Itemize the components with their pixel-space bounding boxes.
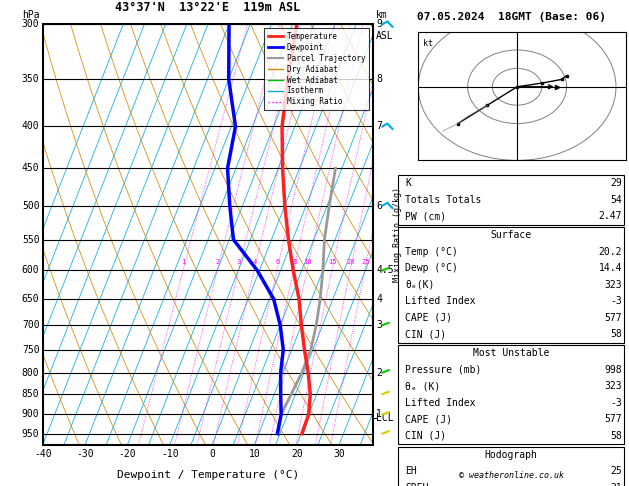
Text: CAPE (J): CAPE (J) (405, 415, 452, 424)
Text: -20: -20 (119, 449, 136, 459)
Text: 14.4: 14.4 (598, 263, 622, 273)
Legend: Temperature, Dewpoint, Parcel Trajectory, Dry Adiabat, Wet Adiabat, Isotherm, Mi: Temperature, Dewpoint, Parcel Trajectory… (264, 28, 369, 110)
Text: 8: 8 (376, 74, 382, 84)
Text: 577: 577 (604, 313, 622, 323)
Text: 6: 6 (376, 201, 382, 211)
Text: 43°37'N  13°22'E  119m ASL: 43°37'N 13°22'E 119m ASL (115, 1, 301, 14)
Text: 1: 1 (376, 409, 382, 419)
Text: 577: 577 (604, 415, 622, 424)
Text: Pressure (mb): Pressure (mb) (405, 365, 481, 375)
Text: Dewpoint / Temperature (°C): Dewpoint / Temperature (°C) (117, 470, 299, 480)
Text: 600: 600 (22, 265, 40, 276)
Text: kt: kt (423, 39, 433, 48)
Text: Temp (°C): Temp (°C) (405, 247, 458, 257)
Text: 20: 20 (291, 449, 303, 459)
Text: 9: 9 (376, 19, 382, 29)
Text: 29: 29 (610, 178, 622, 188)
Text: 58: 58 (610, 330, 622, 339)
Text: 800: 800 (22, 367, 40, 378)
Text: CIN (J): CIN (J) (405, 431, 446, 441)
Text: Dewp (°C): Dewp (°C) (405, 263, 458, 273)
Text: Totals Totals: Totals Totals (405, 195, 481, 205)
Text: 2: 2 (216, 260, 220, 265)
Text: 550: 550 (22, 235, 40, 244)
Text: 2: 2 (376, 367, 382, 378)
Text: 10: 10 (303, 260, 312, 265)
Text: 54: 54 (610, 195, 622, 205)
Text: -3: -3 (610, 398, 622, 408)
Text: 20: 20 (347, 260, 355, 265)
Text: Lifted Index: Lifted Index (405, 398, 476, 408)
Text: © weatheronline.co.uk: © weatheronline.co.uk (459, 471, 564, 480)
Text: -40: -40 (34, 449, 52, 459)
Text: 650: 650 (22, 294, 40, 304)
Text: 998: 998 (604, 365, 622, 375)
Text: 4.5: 4.5 (376, 265, 394, 276)
Text: LCL: LCL (376, 414, 394, 423)
Text: 350: 350 (22, 74, 40, 84)
Text: 10: 10 (248, 449, 260, 459)
Text: 700: 700 (22, 320, 40, 330)
Text: 450: 450 (22, 163, 40, 174)
Text: 300: 300 (22, 19, 40, 29)
Text: 323: 323 (604, 280, 622, 290)
Text: 25: 25 (610, 467, 622, 476)
Text: Surface: Surface (491, 230, 532, 240)
Text: 07.05.2024  18GMT (Base: 06): 07.05.2024 18GMT (Base: 06) (416, 12, 606, 22)
Text: 850: 850 (22, 389, 40, 399)
Text: ASL: ASL (376, 31, 394, 41)
Text: -30: -30 (76, 449, 94, 459)
Text: 58: 58 (610, 431, 622, 441)
Text: 1: 1 (182, 260, 186, 265)
Text: K: K (405, 178, 411, 188)
Text: hPa: hPa (22, 10, 40, 20)
Text: 7: 7 (376, 122, 382, 132)
Text: -3: -3 (610, 296, 622, 306)
Text: 950: 950 (22, 429, 40, 439)
Text: km: km (376, 10, 388, 20)
Text: CAPE (J): CAPE (J) (405, 313, 452, 323)
Text: Hodograph: Hodograph (484, 450, 538, 460)
Text: Mixing Ratio (g/kg): Mixing Ratio (g/kg) (392, 187, 402, 282)
Text: 20.2: 20.2 (598, 247, 622, 257)
Text: 750: 750 (22, 345, 40, 355)
Text: 3: 3 (376, 320, 382, 330)
Text: PW (cm): PW (cm) (405, 211, 446, 221)
Text: 15: 15 (328, 260, 337, 265)
Text: θₑ (K): θₑ (K) (405, 382, 440, 391)
Text: 4: 4 (253, 260, 257, 265)
Text: 900: 900 (22, 409, 40, 419)
Text: -10: -10 (161, 449, 179, 459)
Text: Lifted Index: Lifted Index (405, 296, 476, 306)
Text: SREH: SREH (405, 483, 428, 486)
Text: 323: 323 (604, 382, 622, 391)
Text: CIN (J): CIN (J) (405, 330, 446, 339)
Text: 8: 8 (292, 260, 296, 265)
Text: 6: 6 (276, 260, 280, 265)
Text: 2.47: 2.47 (598, 211, 622, 221)
Text: 25: 25 (361, 260, 369, 265)
Text: 4: 4 (376, 294, 382, 304)
Text: EH: EH (405, 467, 416, 476)
Text: 400: 400 (22, 122, 40, 132)
Text: 500: 500 (22, 201, 40, 211)
Text: 31: 31 (610, 483, 622, 486)
Text: θₑ(K): θₑ(K) (405, 280, 434, 290)
Text: Most Unstable: Most Unstable (473, 348, 549, 358)
Text: 0: 0 (209, 449, 215, 459)
Text: 3: 3 (237, 260, 242, 265)
Text: 30: 30 (333, 449, 345, 459)
